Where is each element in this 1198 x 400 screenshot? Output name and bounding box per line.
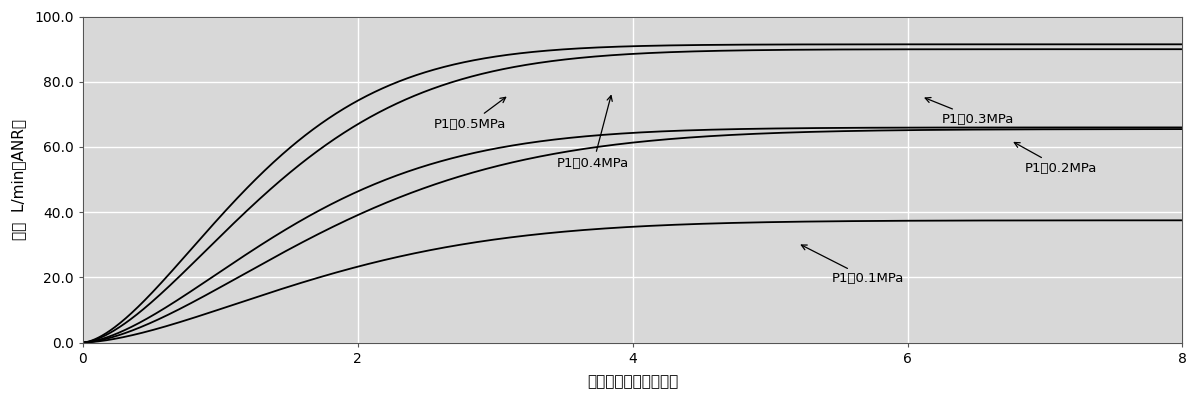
X-axis label: ニードル回転数（回）: ニードル回転数（回） xyxy=(587,374,678,389)
Text: P1＝0.4MPa: P1＝0.4MPa xyxy=(557,96,629,170)
Y-axis label: 流量  L/min（ANR）: 流量 L/min（ANR） xyxy=(11,119,26,240)
Text: P1＝0.3MPa: P1＝0.3MPa xyxy=(925,98,1015,126)
Text: P1＝0.1MPa: P1＝0.1MPa xyxy=(801,245,904,286)
Text: P1＝0.5MPa: P1＝0.5MPa xyxy=(434,97,506,131)
Text: P1＝0.2MPa: P1＝0.2MPa xyxy=(1015,142,1097,175)
